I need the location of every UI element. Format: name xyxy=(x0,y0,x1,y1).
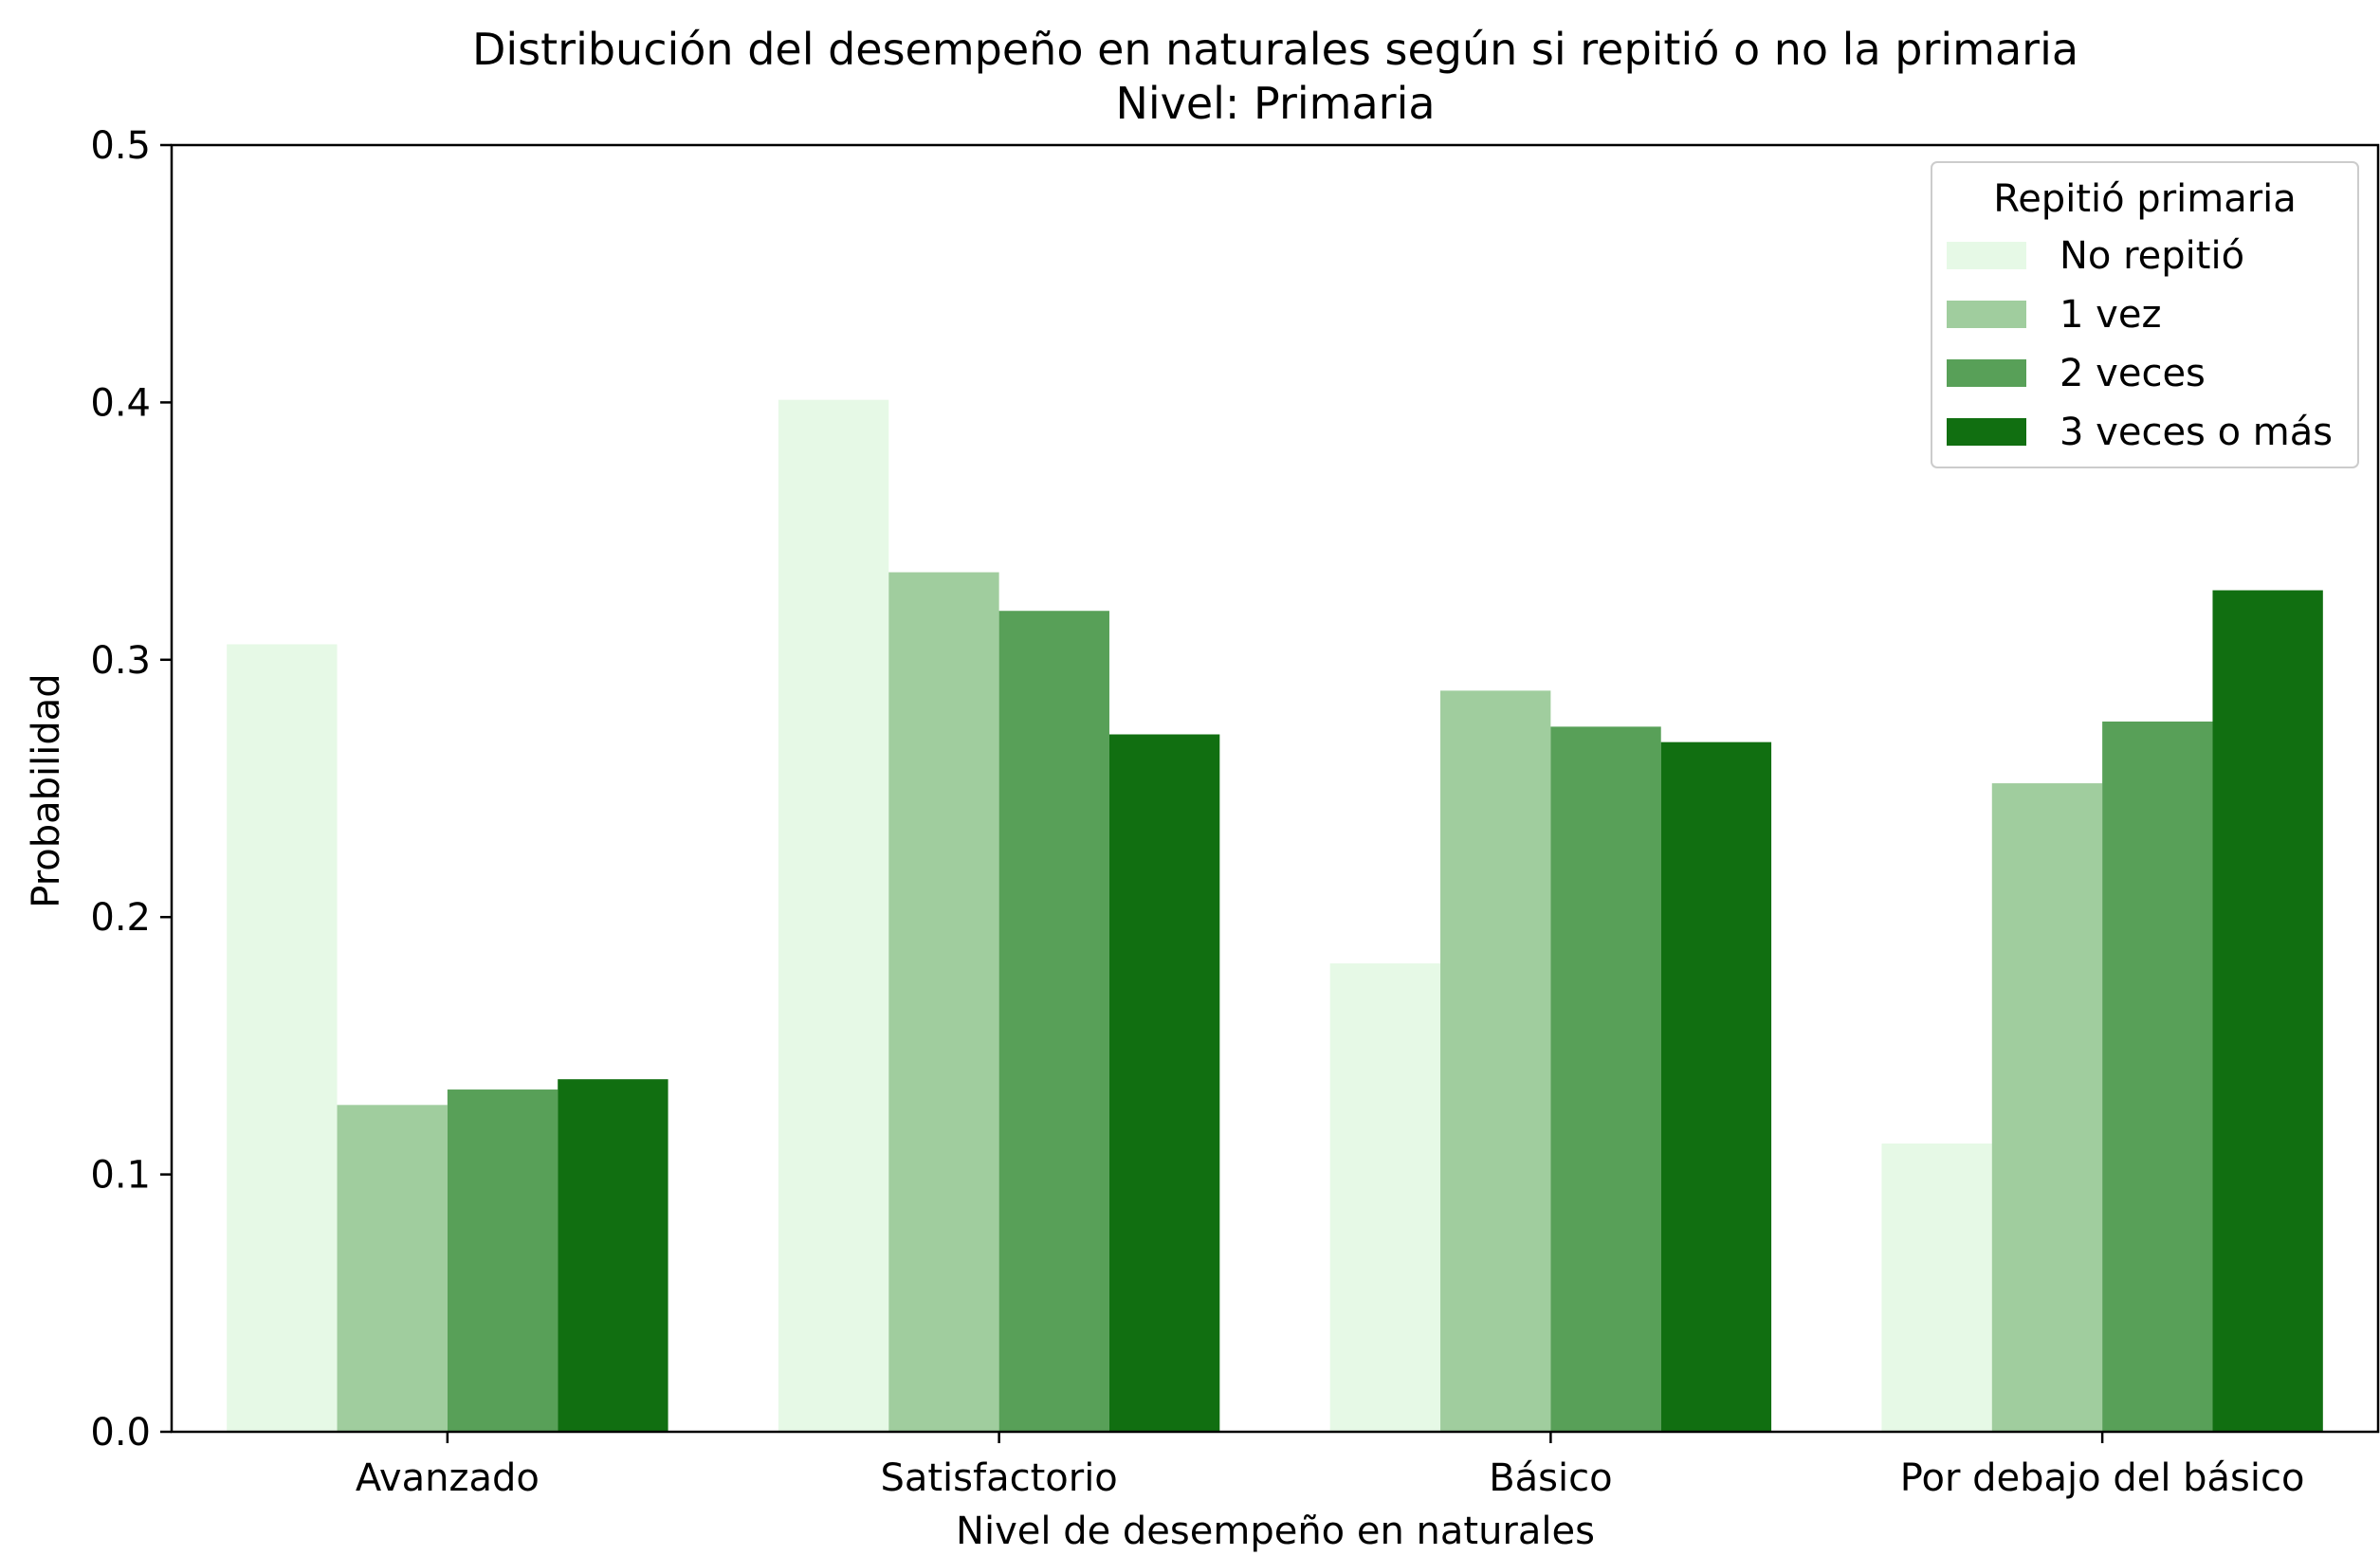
bar-series-4-cat-4 xyxy=(2212,590,2323,1432)
legend-box xyxy=(1931,161,2359,468)
y-tick-label: 0.3 xyxy=(90,639,151,683)
legend: Repitió primaria No repitió 1 vez 2 veces 3 … xyxy=(1931,161,2359,468)
legend-item-label: 3 veces o más xyxy=(2060,411,2333,454)
bar-series-1-cat-2 xyxy=(778,399,889,1432)
bar-series-2-cat-1 xyxy=(337,1105,448,1432)
bar-series-3-cat-1 xyxy=(447,1089,558,1432)
y-axis-label: Probabilidad xyxy=(25,673,68,907)
legend-item-label: No repitió xyxy=(2060,234,2244,278)
y-tick-label: 0.0 xyxy=(90,1411,151,1455)
bar-series-3-cat-4 xyxy=(2102,721,2213,1432)
y-tick-label: 0.4 xyxy=(90,381,151,425)
x-tick-label: Básico xyxy=(1489,1456,1612,1500)
bar-series-3-cat-2 xyxy=(998,611,1109,1432)
x-tick-label: Por debajo del básico xyxy=(1900,1456,2305,1500)
y-tick-label: 0.1 xyxy=(90,1154,151,1198)
chart-title: Distribución del desempeño en naturales … xyxy=(472,24,2078,75)
axes-layer: 0.0 0.1 0.2 0.3 0.4 0.5 Avanzado Satisfactorio B… xyxy=(90,124,2380,1500)
legend-swatch xyxy=(1947,359,2026,387)
bar-series-1-cat-4 xyxy=(1881,1144,1992,1432)
x-tick-label: Avanzado xyxy=(356,1456,540,1500)
y-tick-label: 0.5 xyxy=(90,124,151,168)
bar-series-4-cat-2 xyxy=(1108,734,1220,1432)
series-3 xyxy=(447,611,2213,1432)
bar-series-3-cat-3 xyxy=(1550,726,1661,1432)
bar-series-4-cat-3 xyxy=(1660,741,1772,1432)
x-tick-label: Satisfactorio xyxy=(880,1456,1117,1500)
series-2 xyxy=(337,572,2103,1432)
legend-item-label: 2 veces xyxy=(2060,352,2206,395)
legend-item-label: 1 vez xyxy=(2060,293,2161,337)
y-tick-label: 0.2 xyxy=(90,896,151,940)
bar-series-1-cat-1 xyxy=(227,644,338,1432)
bar-series-2-cat-3 xyxy=(1440,690,1551,1432)
chart-subtitle: Nivel: Primaria xyxy=(1115,78,1435,129)
legend-swatch xyxy=(1947,301,2026,328)
bar-series-1-cat-3 xyxy=(1329,963,1441,1432)
series-1 xyxy=(227,399,1992,1432)
bars-layer xyxy=(227,399,2323,1432)
bar-series-2-cat-4 xyxy=(1991,783,2103,1432)
series-4 xyxy=(558,590,2323,1432)
bar-series-4-cat-1 xyxy=(558,1079,668,1432)
plot-frame xyxy=(170,143,2380,1434)
legend-swatch xyxy=(1947,242,2026,269)
x-axis-label: Nivel de desempeño en naturales xyxy=(956,1510,1595,1553)
bar-series-2-cat-2 xyxy=(888,572,999,1432)
legend-title: Repitió primaria xyxy=(1993,177,2297,221)
legend-swatch xyxy=(1947,418,2026,446)
